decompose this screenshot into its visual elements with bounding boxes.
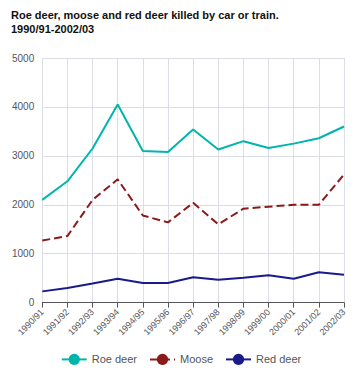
svg-text:1995/96: 1995/96 bbox=[141, 307, 171, 337]
svg-text:1999/00: 1999/00 bbox=[242, 307, 272, 337]
svg-text:0: 0 bbox=[29, 297, 35, 308]
svg-text:1990/91: 1990/91 bbox=[16, 307, 46, 337]
svg-text:3000: 3000 bbox=[12, 150, 35, 161]
svg-text:1000: 1000 bbox=[12, 248, 35, 259]
svg-text:Red deer: Red deer bbox=[256, 353, 302, 365]
svg-text:1998/99: 1998/99 bbox=[217, 307, 247, 337]
svg-text:2000: 2000 bbox=[12, 199, 35, 210]
svg-text:1994/95: 1994/95 bbox=[116, 307, 146, 337]
svg-text:2000/01: 2000/01 bbox=[267, 307, 297, 337]
svg-text:1990/91-2002/03: 1990/91-2002/03 bbox=[11, 23, 94, 35]
svg-text:Roe deer, moose and red deer k: Roe deer, moose and red deer killed by c… bbox=[11, 9, 279, 21]
svg-text:1997/98: 1997/98 bbox=[192, 307, 222, 337]
svg-text:Moose: Moose bbox=[180, 353, 213, 365]
svg-text:1993/94: 1993/94 bbox=[91, 307, 121, 337]
svg-text:1996/97: 1996/97 bbox=[167, 307, 197, 337]
svg-text:1991/92: 1991/92 bbox=[41, 307, 71, 337]
svg-text:5000: 5000 bbox=[12, 53, 35, 64]
svg-text:4000: 4000 bbox=[12, 101, 35, 112]
svg-text:2002/03: 2002/03 bbox=[317, 307, 347, 337]
svg-text:1992/93: 1992/93 bbox=[66, 307, 96, 337]
svg-text:2001/02: 2001/02 bbox=[292, 307, 322, 337]
svg-text:Roe deer: Roe deer bbox=[92, 353, 138, 365]
